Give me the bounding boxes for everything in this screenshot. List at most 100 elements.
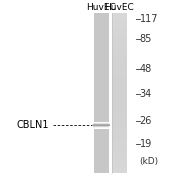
Bar bbox=[112, 45, 127, 47]
Bar bbox=[112, 170, 127, 173]
Bar bbox=[94, 31, 109, 34]
Bar bbox=[112, 135, 127, 138]
Bar bbox=[112, 53, 127, 55]
Bar bbox=[112, 39, 127, 42]
Bar bbox=[94, 74, 109, 77]
Bar bbox=[94, 103, 109, 106]
Bar bbox=[112, 165, 127, 167]
Bar bbox=[94, 45, 109, 47]
Bar bbox=[94, 146, 109, 149]
Bar bbox=[112, 111, 127, 114]
Bar bbox=[112, 47, 127, 50]
Bar bbox=[112, 138, 127, 141]
Bar bbox=[112, 103, 127, 106]
Bar bbox=[94, 87, 109, 90]
Bar bbox=[94, 127, 109, 130]
Bar bbox=[112, 133, 127, 135]
Bar bbox=[94, 71, 109, 74]
Bar bbox=[94, 109, 109, 111]
Text: CBLN1: CBLN1 bbox=[16, 120, 49, 130]
Bar bbox=[94, 159, 109, 162]
Bar bbox=[94, 18, 109, 21]
Bar bbox=[112, 109, 127, 111]
Bar bbox=[94, 23, 109, 26]
Bar bbox=[112, 151, 127, 154]
Text: 85: 85 bbox=[140, 34, 152, 44]
Bar bbox=[112, 79, 127, 82]
Bar bbox=[94, 98, 109, 101]
Bar bbox=[112, 34, 127, 37]
Bar bbox=[112, 21, 127, 23]
Bar bbox=[94, 93, 109, 95]
Bar bbox=[112, 162, 127, 165]
Text: HuvEC: HuvEC bbox=[104, 3, 134, 12]
Text: 26: 26 bbox=[140, 116, 152, 126]
Bar bbox=[112, 143, 127, 146]
Bar bbox=[94, 170, 109, 173]
Text: 34: 34 bbox=[140, 89, 152, 99]
Bar bbox=[112, 101, 127, 103]
Bar bbox=[112, 119, 127, 122]
Bar bbox=[112, 117, 127, 119]
Bar bbox=[94, 61, 109, 63]
Bar bbox=[112, 77, 127, 79]
Text: HuvEC: HuvEC bbox=[86, 3, 116, 12]
Bar bbox=[112, 71, 127, 74]
Bar bbox=[112, 154, 127, 157]
Bar bbox=[94, 47, 109, 50]
Bar bbox=[94, 34, 109, 37]
Bar bbox=[112, 15, 127, 18]
Bar bbox=[112, 90, 127, 93]
Bar bbox=[112, 26, 127, 29]
Bar bbox=[112, 50, 127, 53]
Bar bbox=[112, 55, 127, 58]
Bar bbox=[94, 130, 109, 133]
Bar bbox=[94, 42, 109, 45]
Bar bbox=[94, 138, 109, 141]
Bar bbox=[112, 82, 127, 85]
Bar bbox=[112, 130, 127, 133]
Bar bbox=[94, 29, 109, 31]
Bar bbox=[94, 143, 109, 146]
Bar bbox=[94, 26, 109, 29]
Bar bbox=[112, 159, 127, 162]
Bar bbox=[94, 85, 109, 87]
Bar bbox=[94, 53, 109, 55]
Bar bbox=[112, 127, 127, 130]
Bar bbox=[94, 162, 109, 165]
Bar bbox=[112, 146, 127, 149]
Bar bbox=[112, 98, 127, 101]
Bar bbox=[94, 114, 109, 117]
Bar bbox=[112, 63, 127, 66]
Bar bbox=[112, 157, 127, 159]
Bar bbox=[112, 149, 127, 151]
Bar bbox=[94, 117, 109, 119]
Bar bbox=[112, 31, 127, 34]
Bar bbox=[94, 39, 109, 42]
Bar bbox=[94, 122, 109, 125]
Bar bbox=[112, 167, 127, 170]
Bar bbox=[112, 93, 127, 95]
Bar bbox=[112, 114, 127, 117]
Bar bbox=[112, 66, 127, 69]
Bar bbox=[112, 106, 127, 109]
Bar bbox=[94, 90, 109, 93]
Text: 117: 117 bbox=[140, 14, 158, 24]
Bar bbox=[94, 157, 109, 159]
Bar bbox=[112, 23, 127, 26]
Bar bbox=[112, 69, 127, 71]
Bar bbox=[94, 151, 109, 154]
Bar bbox=[94, 79, 109, 82]
Bar bbox=[94, 125, 109, 127]
Bar bbox=[94, 55, 109, 58]
Bar bbox=[94, 141, 109, 143]
Bar bbox=[94, 95, 109, 98]
Bar bbox=[112, 87, 127, 90]
Bar bbox=[94, 13, 109, 15]
Bar bbox=[112, 18, 127, 21]
Text: 19: 19 bbox=[140, 139, 152, 149]
Bar bbox=[94, 167, 109, 170]
Text: 48: 48 bbox=[140, 64, 152, 74]
Bar bbox=[112, 42, 127, 45]
Bar bbox=[112, 13, 127, 15]
